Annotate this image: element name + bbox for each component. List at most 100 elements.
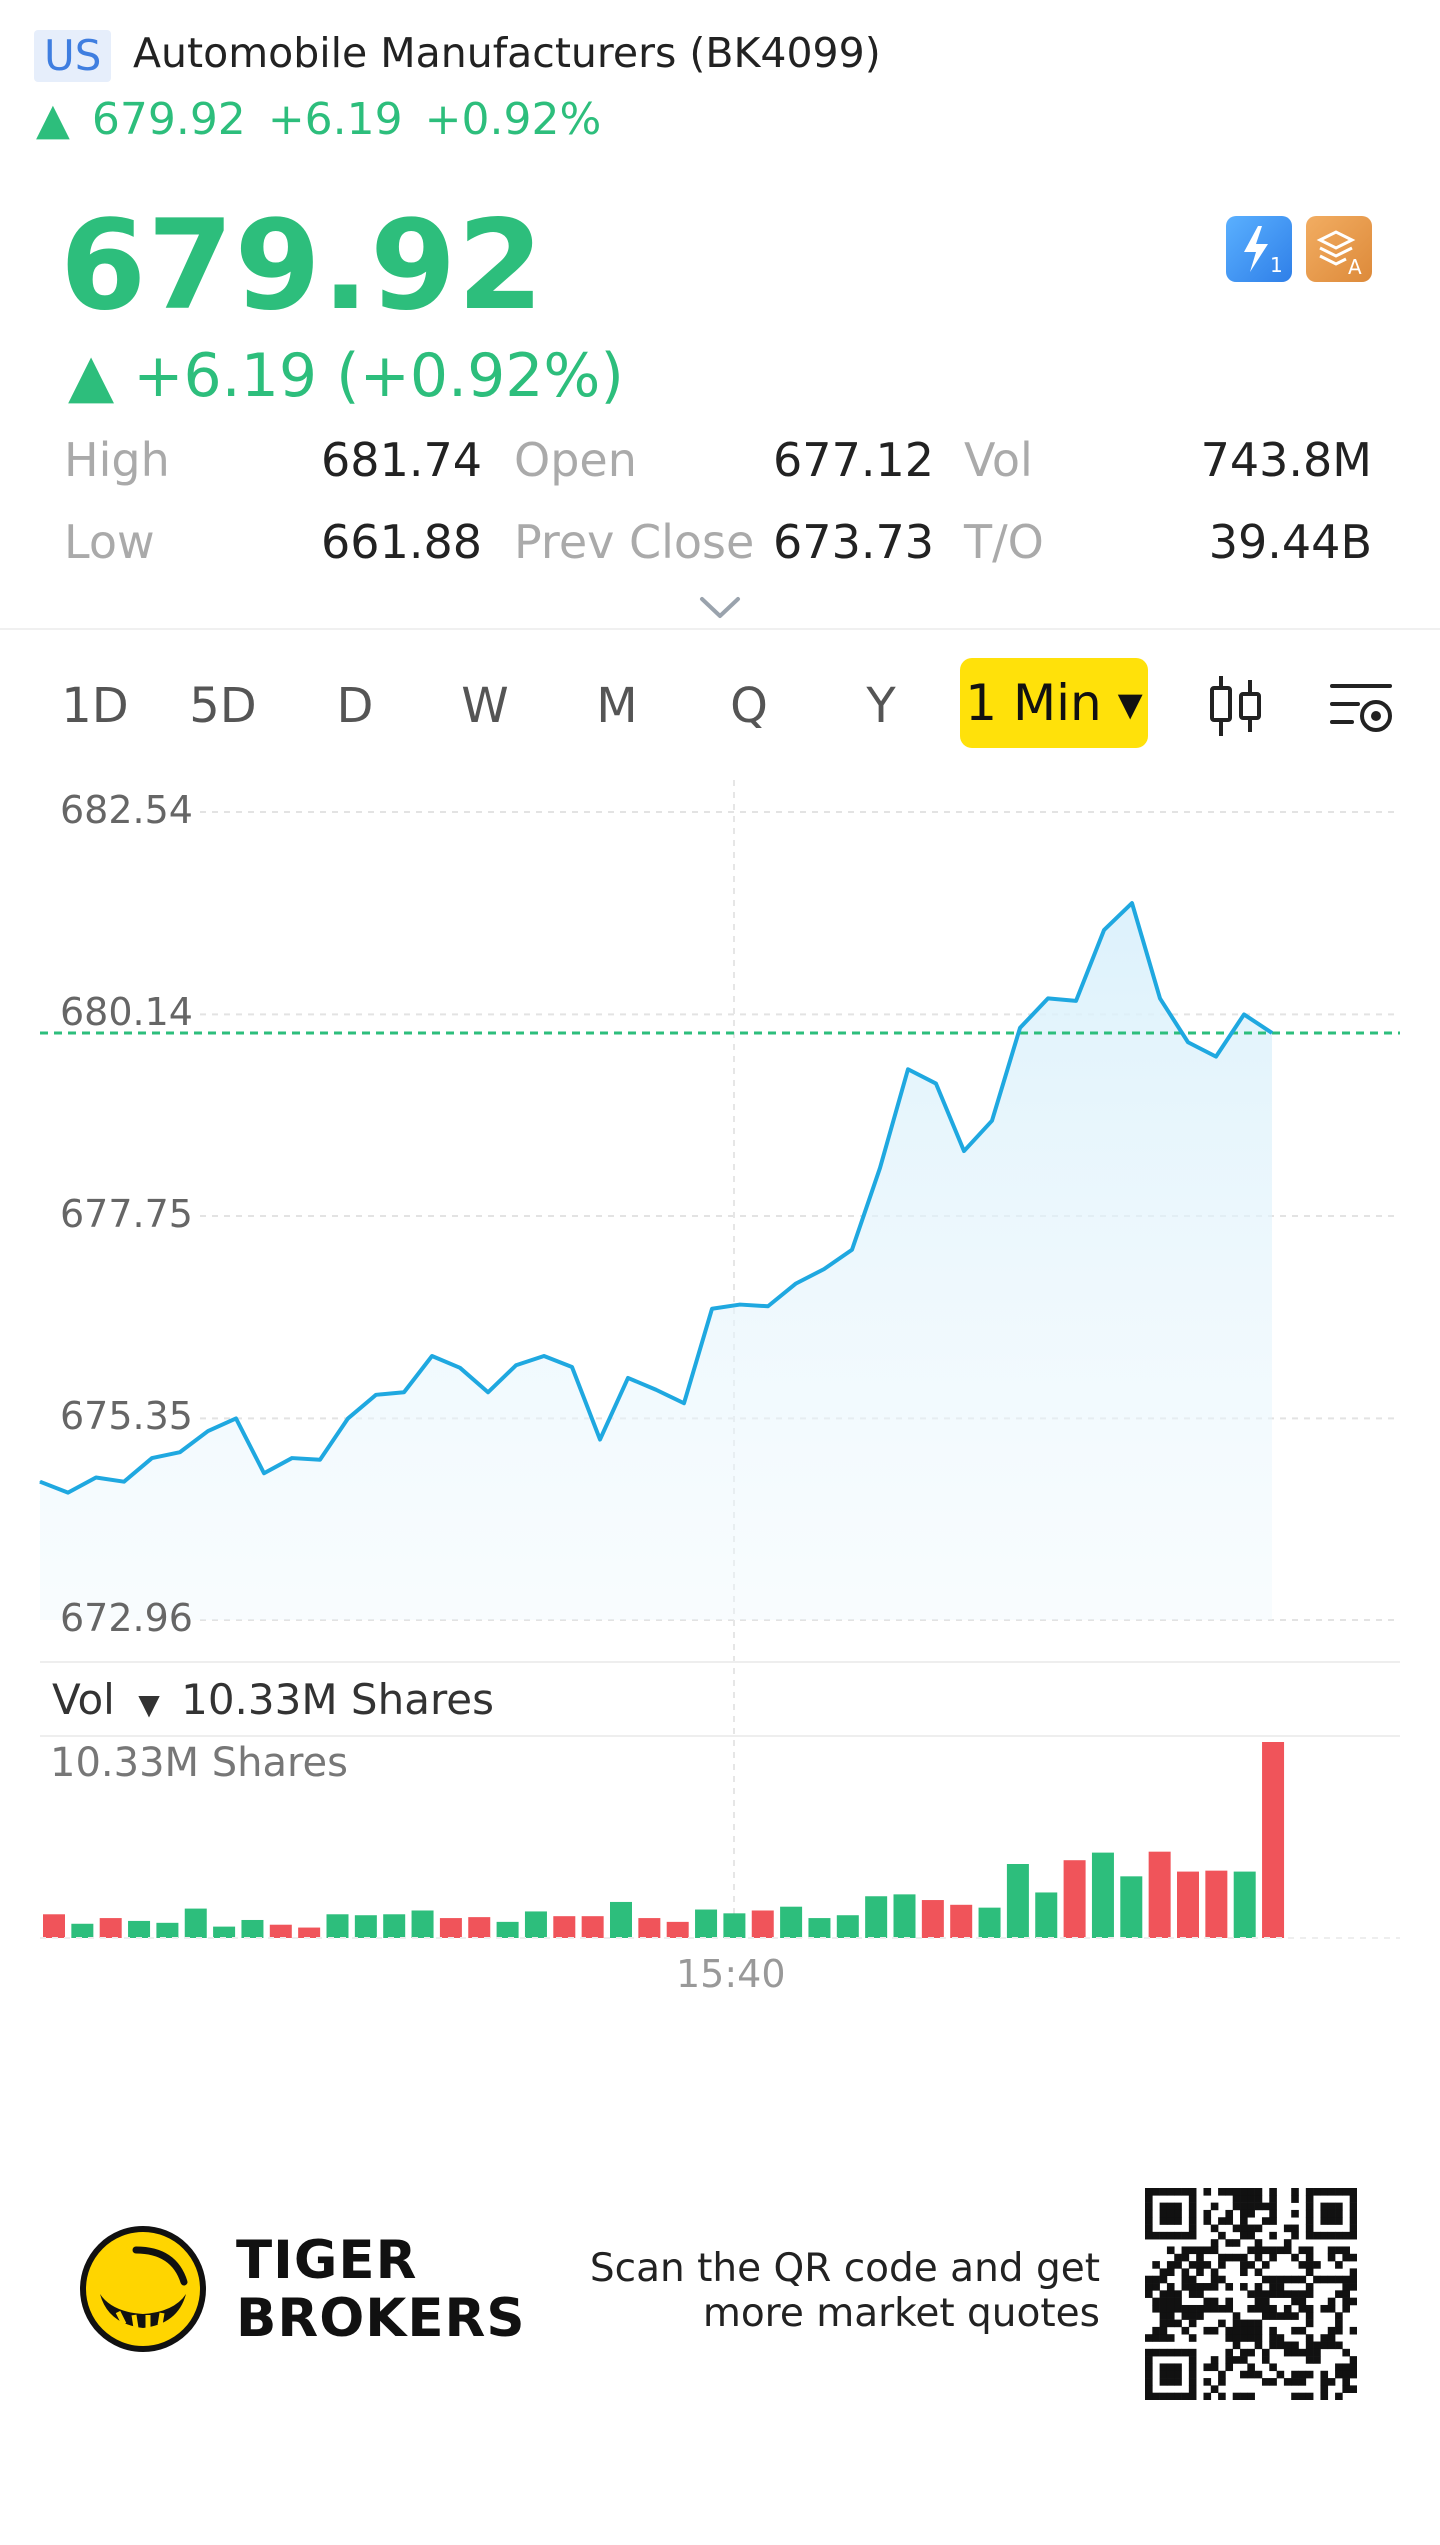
volume-bar [751,1910,774,1938]
y-tick-label: 672.96 [60,1596,193,1640]
volume-bar [950,1904,973,1938]
volume-bar [553,1916,576,1938]
chevron-down-icon[interactable] [698,594,742,622]
price-point [683,1402,685,1404]
volume-bar [1148,1851,1171,1938]
price-point [1271,1032,1273,1034]
price-point [963,1150,965,1152]
volume-bar [128,1920,151,1938]
volume-bar [1233,1871,1256,1938]
price-point [207,1430,209,1432]
prev-close-value: 673.73 [773,515,934,569]
volume-bar [1205,1870,1228,1938]
volume-bar [780,1906,803,1938]
tab-m[interactable]: M [596,678,638,734]
svg-text:1: 1 [1270,253,1283,277]
tab-y[interactable]: Y [866,678,896,734]
volume-bar [496,1921,519,1938]
volume-bar [865,1896,888,1938]
tab-d[interactable]: D [336,678,374,734]
volume-bar [354,1915,377,1938]
volume-title: Vol [52,1675,115,1724]
price-point [1187,1041,1189,1043]
price-point [655,1389,657,1391]
indicator-settings-icon[interactable] [1328,672,1396,740]
turnover-value: 39.44B [1208,515,1372,569]
price-point [67,1492,69,1494]
volume-bar [213,1926,236,1938]
qr-code-icon [1145,2188,1357,2400]
price-change: ▲ +6.19 (+0.92%) [68,341,624,411]
volume-max-label: 10.33M Shares [50,1740,349,1786]
price-point [571,1366,573,1368]
brand-line-1: TIGER [236,2230,418,2291]
tiger-logo-icon [80,2226,206,2352]
brand-name: TIGER BROKERS [236,2232,526,2348]
y-tick-label: 677.75 [60,1192,193,1236]
price-point [991,1120,993,1122]
price-point [151,1457,153,1459]
prev-close-label: Prev Close [514,515,755,569]
price-point [39,1481,41,1483]
price-point [1131,902,1133,904]
tab-q[interactable]: Q [730,678,768,734]
x-tick-label: 15:40 [676,1952,786,1996]
security-title: Automobile Manufacturers (BK4099) [133,29,881,77]
price-point [263,1472,265,1474]
price-point [95,1476,97,1478]
high-value: 681.74 [321,433,482,487]
tab-1d[interactable]: 1D [61,678,129,734]
price-point [319,1459,321,1461]
price-area-fill [40,903,1272,1620]
price-point [711,1308,713,1310]
volume-indicator-header[interactable]: Vol ▼ 10.33M Shares [52,1672,494,1733]
candlestick-icon[interactable] [1206,672,1266,740]
price-point [487,1391,489,1393]
volume-bar [695,1909,718,1938]
price-point [739,1304,741,1306]
open-label: Open [514,433,637,487]
quote-card: US Automobile Manufacturers (BK4099) ▲ 67… [0,29,1440,1996]
tab-w[interactable]: W [461,678,509,734]
price-point [1075,1000,1077,1002]
volume-bar [524,1911,547,1938]
volume-bar [269,1924,292,1938]
price-point [347,1417,349,1419]
price-point [123,1481,125,1483]
divider [0,628,1440,630]
volume-bar [439,1918,462,1938]
price-point [459,1367,461,1369]
qr-promo-text: Scan the QR code and get more market quo… [560,2246,1100,2336]
volume-bar [468,1917,491,1938]
low-label: Low [64,515,155,569]
tab-5d[interactable]: 5D [189,678,257,734]
volume-bar [1006,1864,1029,1938]
layers-a-icon[interactable]: A [1306,216,1372,282]
volume-bar [1091,1852,1114,1938]
promo-line-2: more market quotes [702,2291,1100,2336]
price-point [543,1355,545,1357]
turnover-label: T/O [964,515,1044,569]
volume-bar [383,1914,406,1938]
price-volume-chart[interactable] [0,770,1440,1950]
header-change: +6.19 [267,94,403,145]
volume-bar [921,1900,944,1938]
header-percent: +0.92% [424,94,602,145]
price-point [879,1167,881,1169]
vol-value: 743.8M [1200,433,1372,487]
volume-bar [808,1918,831,1938]
market-region-badge: US [34,30,112,82]
volume-bar [723,1913,746,1938]
svg-text:A: A [1348,255,1362,279]
y-tick-label: 682.54 [60,788,193,832]
price-point [935,1083,937,1085]
price-point [375,1394,377,1396]
interval-dropdown[interactable]: 1 Min ▾ [960,658,1148,748]
volume-bar [978,1907,1001,1938]
volume-dropdown-icon[interactable]: ▼ [138,1688,160,1721]
open-value: 677.12 [773,433,934,487]
price-point [767,1305,769,1307]
lightning-level1-icon[interactable]: 1 [1226,216,1292,282]
header-price: 679.92 [91,94,246,145]
volume-bar [43,1914,65,1938]
